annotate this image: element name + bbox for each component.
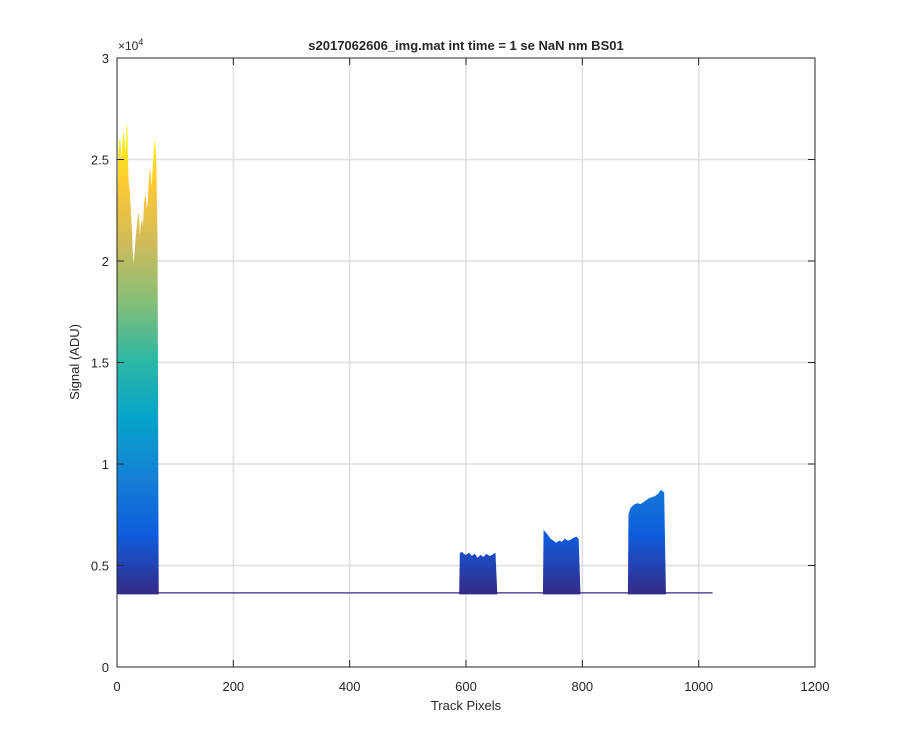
x-tick-label: 400 [339,679,361,694]
y-tick-label: 1.5 [91,356,109,371]
y-tick-label: 2.5 [91,153,109,168]
tick-labels: 0 200 400 600 800 1000 1200 0 0.5 1 1.5 2 2.5 3 [91,51,830,694]
x-tick-label: 600 [455,679,477,694]
signal-band-2 [459,551,498,595]
x-tick-label: 1000 [684,679,713,694]
signal-band-1 [117,124,159,595]
x-tick-label: 0 [113,679,120,694]
y-tick-label: 2 [102,254,109,269]
y-axis-label: Signal (ADU) [67,324,82,400]
x-axis-label: Track Pixels [431,698,502,713]
x-tick-label: 1200 [801,679,830,694]
grid-lines [117,58,815,667]
signal-band-3 [542,529,581,595]
data-layer [117,124,713,595]
chart-title: s2017062606_img.mat int time = 1 se NaN … [308,38,623,53]
axis-ticks [116,57,816,668]
y-axis-exponent: ×104 [118,37,143,53]
y-exponent-power: 4 [138,37,143,47]
signal-band-4 [627,489,666,595]
x-tick-label: 800 [571,679,593,694]
y-tick-label: 0 [102,660,109,675]
y-tick-label: 3 [102,51,109,66]
x-tick-label: 200 [222,679,244,694]
y-tick-label: 0.5 [91,559,109,574]
y-tick-label: 1 [102,457,109,472]
y-exponent-base: ×10 [118,39,139,53]
